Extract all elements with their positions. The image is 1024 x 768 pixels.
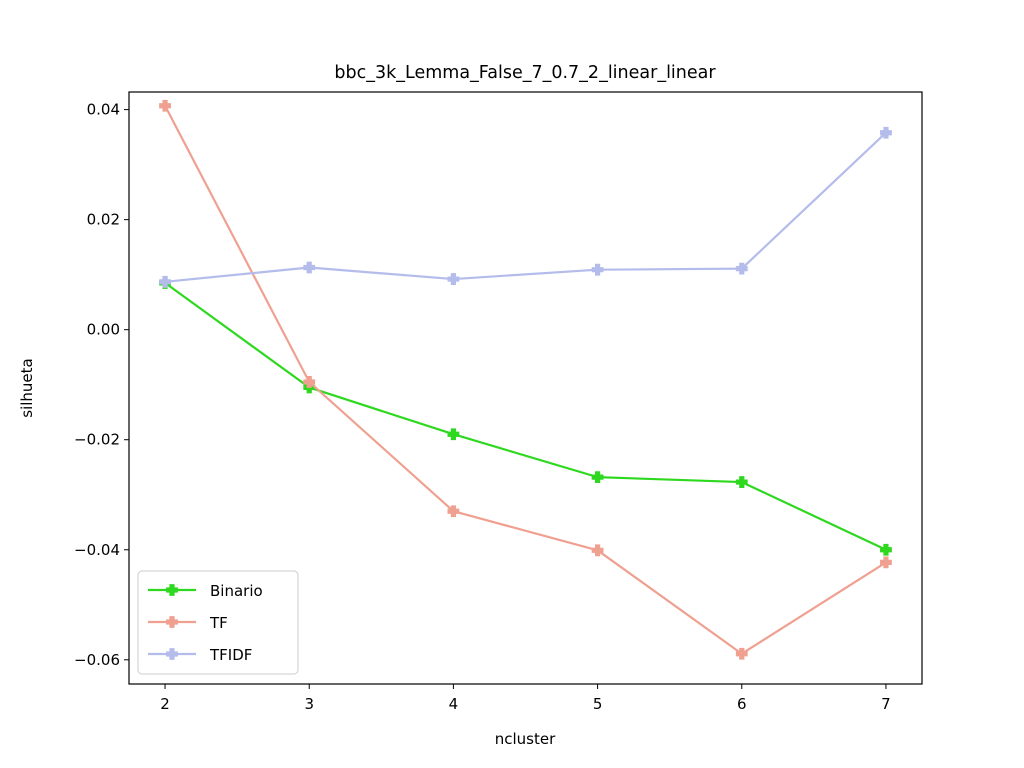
x-tick-label: 2	[160, 695, 170, 713]
data-point-tf	[591, 544, 604, 557]
series-line-tf	[164, 105, 887, 655]
series-layer	[159, 99, 892, 660]
legend-label: TFIDF	[209, 646, 252, 664]
data-point-tfidf	[303, 261, 316, 274]
data-point-binario	[591, 471, 604, 484]
y-tick-label: 0.04	[87, 101, 120, 119]
data-point-tf	[303, 376, 316, 388]
x-tick-label: 4	[449, 695, 459, 713]
legend-marker	[166, 584, 178, 596]
legend-item-tfidf: TFIDF	[148, 646, 252, 664]
data-point-binario	[735, 476, 748, 488]
data-point-tf	[880, 556, 892, 569]
series-line-binario	[164, 282, 887, 551]
y-tick-label: 0.00	[87, 321, 120, 339]
y-axis-label: silhueta	[18, 358, 36, 417]
plot-area	[128, 91, 923, 685]
x-tick-label: 5	[593, 695, 603, 713]
x-axis: 2 3 4 5 6 7	[160, 684, 891, 713]
x-tick-label: 7	[881, 695, 891, 713]
data-point-tfidf	[159, 275, 171, 288]
legend: Binario TF TFIDF	[137, 570, 299, 675]
x-axis-label: ncluster	[495, 730, 556, 748]
legend-frame	[137, 570, 299, 675]
data-point-tf	[159, 99, 171, 112]
data-point-binario	[880, 543, 892, 556]
x-tick-label: 3	[304, 695, 314, 713]
data-point-tfidf	[447, 273, 460, 285]
series-tf	[159, 99, 892, 660]
y-tick-label: 0.02	[87, 211, 120, 229]
chart-title: bbc_3k_Lemma_False_7_0.7_2_linear_linear	[334, 63, 716, 83]
series-line-tfidf	[164, 131, 887, 283]
data-point-tfidf	[735, 262, 748, 275]
y-tick-label: −0.04	[74, 541, 120, 559]
y-tick-label: −0.06	[74, 651, 120, 669]
legend-marker	[166, 648, 178, 660]
series-tfidf	[159, 126, 892, 288]
legend-label: Binario	[210, 582, 263, 600]
axes-frame	[128, 91, 923, 685]
data-point-tfidf	[591, 263, 604, 276]
x-tick-label: 6	[737, 695, 747, 713]
y-axis: 0.04 0.02 0.00 −0.02 −0.04 −0.06	[74, 101, 129, 669]
y-tick-label: −0.02	[74, 431, 120, 449]
data-point-tfidf	[880, 126, 892, 139]
data-point-tf	[735, 647, 748, 660]
legend-item-tf: TF	[148, 614, 228, 632]
data-point-binario	[447, 428, 460, 441]
data-point-tf	[447, 505, 460, 518]
legend-marker	[166, 616, 178, 628]
legend-label: TF	[209, 614, 228, 632]
legend-item-binario: Binario	[148, 582, 263, 600]
